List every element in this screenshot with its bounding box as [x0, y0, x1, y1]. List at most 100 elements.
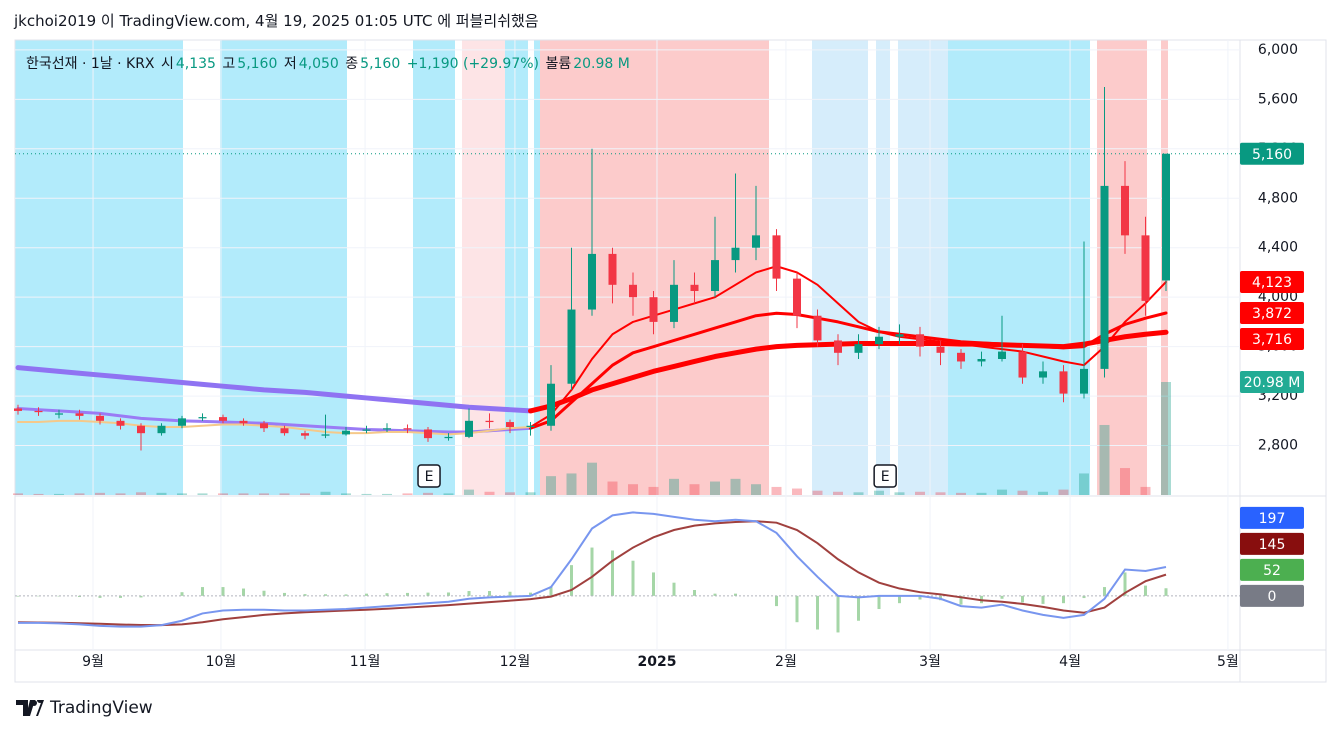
volume-bar — [1099, 424, 1110, 495]
candle-body — [321, 434, 330, 436]
macd-hist — [918, 595, 922, 600]
macd-hist — [1123, 572, 1127, 596]
candle-body — [588, 253, 596, 310]
macd-hist — [549, 586, 553, 596]
volume-bar — [628, 484, 638, 495]
macd-hist — [529, 592, 532, 596]
candle-body — [485, 420, 494, 423]
macd-hist — [139, 595, 143, 598]
volume-bar — [894, 492, 905, 495]
volume-bar — [505, 492, 515, 495]
candle-body — [137, 425, 145, 434]
volume-bar — [812, 490, 823, 495]
macd-hist — [795, 595, 799, 623]
candle-body — [157, 425, 166, 434]
volume-bar — [279, 493, 290, 495]
background-band — [898, 40, 948, 495]
candle-body — [1141, 235, 1150, 301]
candle-body — [936, 346, 945, 353]
candle-body — [444, 436, 453, 439]
volume-bar — [259, 493, 269, 495]
macd-hist — [242, 588, 245, 596]
candle-body — [1121, 185, 1129, 236]
x-tick-label: 10월 — [206, 654, 237, 670]
candle-body — [629, 284, 637, 298]
macd-hist — [283, 592, 286, 596]
macd-hist — [344, 594, 348, 596]
signal-badge-label: 145 — [1259, 537, 1286, 553]
event-marker — [417, 464, 441, 488]
macd-hist — [672, 582, 676, 596]
candle-body — [977, 358, 986, 362]
candle-body — [178, 418, 186, 426]
candle-body — [547, 383, 555, 426]
volume-bar — [1017, 490, 1028, 495]
volume-bar — [238, 493, 249, 495]
hist-badge-label: 52 — [1263, 563, 1281, 579]
signal-badge — [1240, 532, 1304, 555]
macd-hist — [611, 550, 614, 596]
ma-line — [15, 365, 533, 414]
ma-badge-label: 3,716 — [1252, 332, 1292, 348]
volume-bar — [997, 489, 1007, 495]
background-band — [948, 40, 1090, 495]
macd-hist — [857, 595, 860, 621]
value: 4,135 — [175, 56, 216, 72]
candle-body — [34, 410, 43, 413]
background-band — [505, 40, 528, 495]
volume-bar — [566, 473, 577, 495]
candle-body — [75, 413, 84, 416]
x-tick-label: 5월 — [1217, 654, 1239, 670]
candle-body — [854, 344, 863, 353]
candle-body — [1162, 153, 1170, 281]
ma-badge — [1240, 270, 1304, 293]
macd-hist — [1000, 595, 1004, 599]
volume-bar — [423, 492, 433, 495]
macd-badge — [1240, 506, 1304, 529]
volume-bar — [74, 493, 85, 495]
macd-hist — [447, 592, 450, 596]
candle-body — [711, 260, 719, 291]
macd-hist — [1021, 595, 1024, 603]
y-tick-label: 6,000 — [1258, 42, 1298, 58]
candle-body — [813, 315, 822, 341]
volume-bar — [1058, 489, 1069, 495]
x-tick-label: 11월 — [350, 654, 381, 670]
value: 5,160 — [237, 56, 278, 72]
volume-bar — [730, 478, 741, 495]
macd-hist — [303, 594, 307, 596]
candle-body — [506, 422, 514, 427]
candle-body — [383, 428, 391, 430]
value: 20.98 M — [573, 56, 630, 72]
macd-hist — [836, 595, 840, 633]
label: 저 — [283, 56, 297, 72]
x-tick-label: 2025 — [638, 654, 677, 670]
zero-badge — [1240, 584, 1304, 607]
candle-body — [916, 334, 924, 347]
y-tick-label: 5,600 — [1258, 91, 1298, 107]
candle-body — [793, 278, 801, 316]
value: 5,160 — [360, 56, 401, 72]
macd-hist — [590, 547, 594, 596]
volume-bar — [1038, 491, 1048, 495]
background-band — [812, 40, 868, 495]
candle-body — [1059, 371, 1068, 394]
macd-hist — [488, 591, 491, 596]
x-tick-label: 2월 — [775, 654, 797, 670]
volume-bar — [197, 493, 208, 495]
macd-hist — [570, 565, 573, 596]
volume-bar — [156, 492, 167, 495]
macd-hist — [898, 595, 901, 604]
volume-bar — [587, 462, 597, 495]
volume-bar — [13, 493, 23, 495]
legend: 한국선재 · 1날 · KRX 시 4,135 고 5,160 저 4,050 종 5,… — [26, 53, 632, 73]
volume-bar — [361, 493, 372, 495]
candle-body — [772, 235, 781, 279]
candle-body — [1100, 185, 1109, 369]
macd-hist — [1041, 595, 1045, 604]
candle-body — [1018, 351, 1027, 378]
volume-bar — [710, 481, 720, 495]
y-tick-label: 2,800 — [1258, 438, 1298, 454]
label: 종 — [345, 56, 359, 72]
